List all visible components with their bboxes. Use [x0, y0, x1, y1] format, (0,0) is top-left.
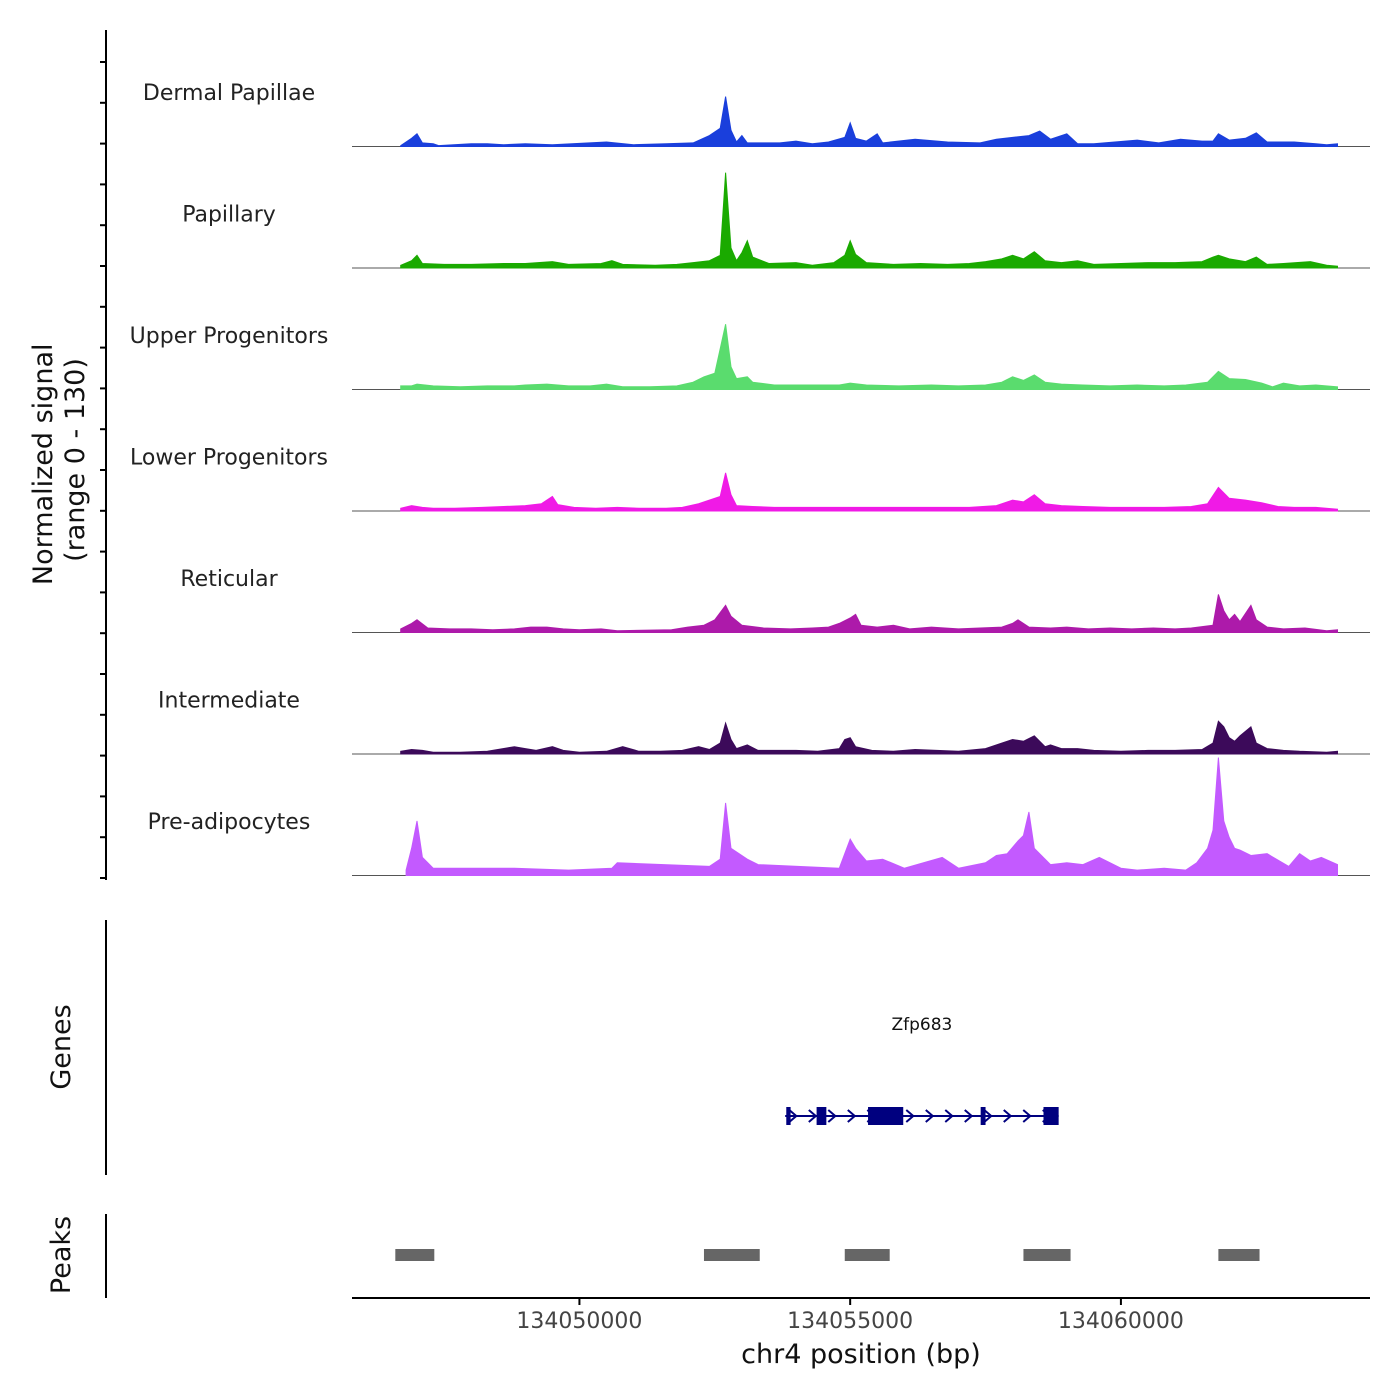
gene-zfp683: Zfp683 [785, 1015, 1059, 1125]
genes-panel-label: Genes [46, 1004, 77, 1089]
strand-arrow [1003, 1109, 1013, 1123]
signal-area-dermal-papillae [400, 96, 1338, 147]
track-pre-adipocytes: Pre-adipocytes [148, 757, 1370, 876]
strand-arrow [1022, 1109, 1032, 1123]
strand-arrow [964, 1109, 974, 1123]
track-intermediate: Intermediate [158, 689, 1370, 755]
peak-region [703, 1249, 760, 1261]
track-label-intermediate: Intermediate [158, 689, 300, 714]
track-label-papillary: Papillary [182, 203, 276, 228]
signal-y-ticks [100, 61, 106, 879]
strand-arrow [847, 1109, 857, 1123]
signal-area-pre-adipocytes [405, 757, 1338, 876]
signal-area-reticular [400, 594, 1338, 633]
track-papillary: Papillary [182, 172, 1370, 269]
x-tick-label: 134060000 [1058, 1309, 1184, 1334]
track-label-pre-adipocytes: Pre-adipocytes [148, 810, 311, 835]
track-label-dermal-papillae: Dermal Papillae [143, 81, 315, 106]
y-axis-label-line1: Normalized signal [28, 344, 59, 586]
peak-region [395, 1249, 435, 1261]
y-axis-label-line2: (range 0 - 130) [60, 358, 91, 562]
peak-region [1023, 1249, 1071, 1261]
gene-label: Zfp683 [891, 1015, 952, 1035]
track-label-reticular: Reticular [180, 567, 278, 592]
track-upper-progenitors: Upper Progenitors [130, 324, 1370, 390]
strand-arrow [788, 1109, 798, 1123]
gene-track: Zfp683 [785, 1015, 1059, 1125]
x-axis-label: chr4 position (bp) [741, 1339, 981, 1370]
signal-tracks: Dermal Papillae Papillary Upper Progenitor… [130, 81, 1370, 876]
track-label-lower-progenitors: Lower Progenitors [130, 446, 328, 471]
peak-region [844, 1249, 890, 1261]
strand-arrow [944, 1109, 954, 1123]
peak-region [1218, 1249, 1260, 1261]
exon-block [980, 1107, 986, 1125]
x-tick-label: 134050000 [516, 1309, 642, 1334]
x-axis-ticks: 134050000 134055000 134060000 [516, 1298, 1184, 1334]
signal-area-papillary [400, 172, 1338, 269]
strand-arrow [925, 1109, 935, 1123]
x-tick-label: 134055000 [787, 1309, 913, 1334]
exon-block [816, 1107, 827, 1125]
track-dermal-papillae: Dermal Papillae [143, 81, 1370, 147]
track-reticular: Reticular [180, 567, 1370, 633]
strand-arrow [827, 1109, 837, 1123]
signal-area-upper-progenitors [400, 324, 1338, 390]
strand-arrow [808, 1109, 818, 1123]
signal-area-intermediate [400, 720, 1338, 755]
exon-block [868, 1107, 904, 1125]
track-label-upper-progenitors: Upper Progenitors [130, 324, 329, 349]
peak-track [395, 1249, 1260, 1261]
y-axis-label: Normalized signal (range 0 - 130) [28, 335, 91, 585]
peaks-panel-label: Peaks [46, 1216, 77, 1294]
signal-area-lower-progenitors [400, 472, 1338, 512]
strand-arrow [905, 1109, 915, 1123]
track-lower-progenitors: Lower Progenitors [130, 446, 1370, 512]
exon-block [786, 1107, 791, 1125]
exon-block [1043, 1107, 1059, 1125]
strand-arrow [983, 1109, 993, 1123]
